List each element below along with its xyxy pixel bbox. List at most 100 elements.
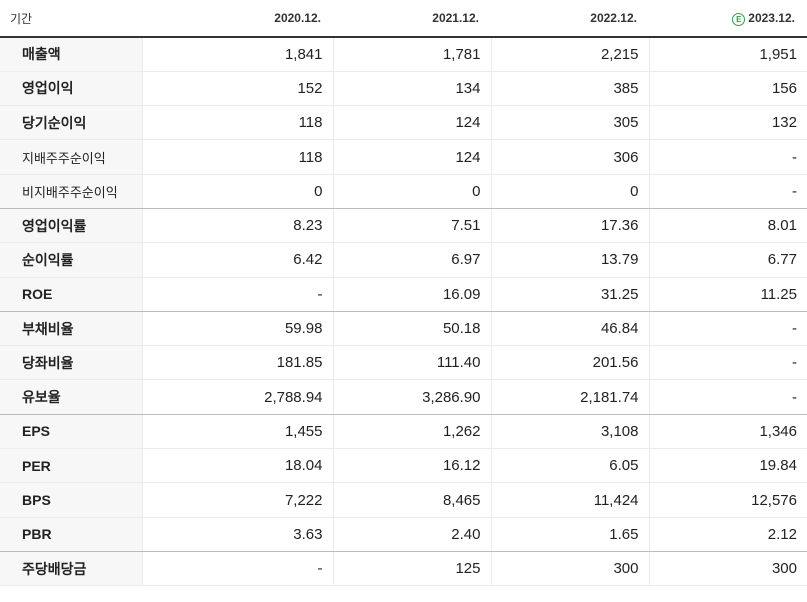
row-value: 111.40 xyxy=(332,345,491,381)
table-row: 순이익률 6.42 6.97 13.79 6.77 xyxy=(0,242,807,278)
table-body: 매출액 1,841 1,781 2,215 1,951 영업이익 152 134 385 156 당… xyxy=(0,37,807,587)
row-value: - xyxy=(648,139,807,175)
row-value: 7.51 xyxy=(332,208,491,244)
table-row: 영업이익률 8.23 7.51 17.36 8.01 xyxy=(0,208,807,244)
row-value: 8,465 xyxy=(332,482,491,518)
row-value: 6.05 xyxy=(490,448,649,484)
table-row: BPS 7,222 8,465 11,424 12,576 xyxy=(0,482,807,518)
period-header: 2020.12. xyxy=(142,0,333,38)
row-label: 당좌비율 xyxy=(0,345,142,381)
row-value: - xyxy=(648,379,807,415)
row-value: 18.04 xyxy=(141,448,333,484)
row-value: 31.25 xyxy=(490,277,649,312)
row-label: 부채비율 xyxy=(0,311,142,347)
estimate-icon: E xyxy=(732,12,746,26)
row-value: 156 xyxy=(648,71,807,107)
row-label: 비지배주주순이익 xyxy=(0,174,142,209)
row-value: 201.56 xyxy=(490,345,649,381)
row-label: 주당배당금 xyxy=(0,551,142,587)
row-value: - xyxy=(141,551,333,587)
row-value: 1,455 xyxy=(141,414,333,450)
table-row: 당기순이익 118 124 305 132 xyxy=(0,105,807,141)
row-value: 1,951 xyxy=(648,37,807,72)
row-value: 11.25 xyxy=(648,277,807,312)
row-value: 2,181.74 xyxy=(490,379,649,415)
row-label: PBR xyxy=(0,517,142,552)
row-value: 385 xyxy=(490,71,649,107)
period-header: 2022.12. xyxy=(491,0,649,38)
table-row: ROE -16.09 31.25 11.25 xyxy=(0,277,807,312)
row-value: - xyxy=(141,277,333,312)
row-value: 16.12 xyxy=(332,448,491,484)
row-value: 152 xyxy=(141,71,333,107)
row-value: 0 xyxy=(490,174,649,209)
row-label: 매출액 xyxy=(0,37,142,72)
row-value: 12,576 xyxy=(648,482,807,518)
row-value: 300 xyxy=(490,551,649,587)
period-header-estimate: E 2023.12. xyxy=(649,0,807,38)
row-value: 2,788.94 xyxy=(141,379,333,415)
row-value: 6.42 xyxy=(141,242,333,278)
row-value: 6.97 xyxy=(332,242,491,278)
row-value: 2,215 xyxy=(490,37,649,72)
row-value: 11,424 xyxy=(490,482,649,518)
row-value: 181.85 xyxy=(141,345,333,381)
row-value: 17.36 xyxy=(490,208,649,244)
row-value: - xyxy=(648,174,807,209)
financial-summary-table: 기간 2020.12. 2021.12. 2022.12. E 2023.12. … xyxy=(0,0,807,587)
row-value: 125 xyxy=(332,551,491,587)
row-value: 3.63 xyxy=(141,517,333,552)
row-label: 영업이익률 xyxy=(0,208,142,244)
row-value: 124 xyxy=(332,105,491,141)
row-value: 306 xyxy=(490,139,649,175)
row-label: 영업이익 xyxy=(0,71,142,107)
row-value: 118 xyxy=(141,139,333,175)
row-value: - xyxy=(648,345,807,381)
table-row: 유보율 2,788.94 3,286.90 2,181.74- xyxy=(0,379,807,415)
table-row: PER 18.04 16.12 6.05 19.84 xyxy=(0,448,807,484)
row-value: 1,841 xyxy=(141,37,333,72)
row-value: 118 xyxy=(141,105,333,141)
row-value: 2.12 xyxy=(648,517,807,552)
row-label: PER xyxy=(0,448,142,484)
table-row: 영업이익 152 134 385 156 xyxy=(0,71,807,107)
row-value: 2.40 xyxy=(332,517,491,552)
row-value: 0 xyxy=(141,174,333,209)
row-value: 6.77 xyxy=(648,242,807,278)
row-value: 1,781 xyxy=(332,37,491,72)
table-row: 부채비율 59.98 50.18 46.84- xyxy=(0,311,807,347)
row-value: 7,222 xyxy=(141,482,333,518)
table-row: 주당배당금 -125 300 300 xyxy=(0,551,807,587)
row-value: 1,346 xyxy=(648,414,807,450)
row-value: 124 xyxy=(332,139,491,175)
row-value: 3,286.90 xyxy=(332,379,491,415)
table-row: 비지배주주순이익 0 0 0- xyxy=(0,174,807,209)
period-header: 2021.12. xyxy=(333,0,491,38)
row-label: 당기순이익 xyxy=(0,105,142,141)
period-header-label-estimate: 2023.12. xyxy=(748,10,795,25)
table-row: 매출액 1,841 1,781 2,215 1,951 xyxy=(0,37,807,72)
row-value: 0 xyxy=(332,174,491,209)
row-value: 132 xyxy=(648,105,807,141)
row-label: ROE xyxy=(0,277,142,312)
row-value: - xyxy=(648,311,807,347)
row-value: 8.01 xyxy=(648,208,807,244)
row-value: 59.98 xyxy=(141,311,333,347)
row-value: 50.18 xyxy=(332,311,491,347)
table-row: EPS 1,455 1,262 3,108 1,346 xyxy=(0,414,807,450)
row-label: BPS xyxy=(0,482,142,518)
row-value: 3,108 xyxy=(490,414,649,450)
row-value: 46.84 xyxy=(490,311,649,347)
row-value: 305 xyxy=(490,105,649,141)
row-value: 1.65 xyxy=(490,517,649,552)
row-label: 지배주주순이익 xyxy=(0,139,142,175)
row-value: 16.09 xyxy=(332,277,491,312)
row-value: 8.23 xyxy=(141,208,333,244)
table-row: PBR 3.63 2.40 1.65 2.12 xyxy=(0,517,807,552)
period-header-label: 기간 xyxy=(0,0,142,38)
row-value: 134 xyxy=(332,71,491,107)
table-row: 당좌비율 181.85 111.40 201.56- xyxy=(0,345,807,381)
row-label: EPS xyxy=(0,414,142,450)
row-value: 19.84 xyxy=(648,448,807,484)
table-row: 지배주주순이익 118 124 306- xyxy=(0,139,807,175)
